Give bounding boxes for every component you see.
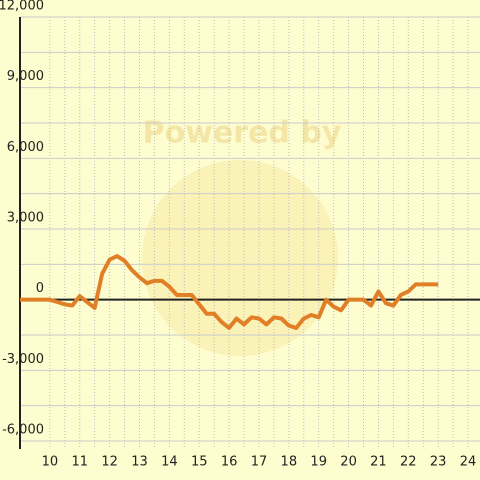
watermark: Powered by [143, 116, 342, 151]
x-tick-label: 18 [281, 455, 298, 470]
y-tick-label: 12,000 [0, 0, 44, 14]
x-tick-label: 13 [131, 455, 148, 470]
x-tick-label: 17 [251, 455, 268, 470]
line [20, 254, 439, 330]
watermark-logo [142, 160, 338, 356]
x-tick-label: 24 [460, 455, 477, 470]
y-tick-label: -6,000 [2, 423, 44, 438]
x-tick-label: 23 [430, 455, 447, 470]
x-tick-label: 11 [71, 455, 88, 470]
y-tick-label: 0 [36, 281, 44, 296]
y-tick-label: 3,000 [7, 211, 44, 226]
x-tick-label: 15 [191, 455, 208, 470]
x-tick-label: 21 [370, 455, 387, 470]
x-tick-label: 20 [340, 455, 357, 470]
y-tick-label: -3,000 [2, 352, 44, 367]
x-tick-label: 14 [161, 455, 178, 470]
x-tick-label: 22 [400, 455, 417, 470]
x-tick-label: 12 [101, 455, 118, 470]
x-tick-label: 10 [42, 455, 59, 470]
y-tick-label: 6,000 [7, 140, 44, 155]
x-tick-label: 16 [221, 455, 238, 470]
x-tick-label: 19 [310, 455, 327, 470]
y-tick-label: 9,000 [7, 69, 44, 84]
